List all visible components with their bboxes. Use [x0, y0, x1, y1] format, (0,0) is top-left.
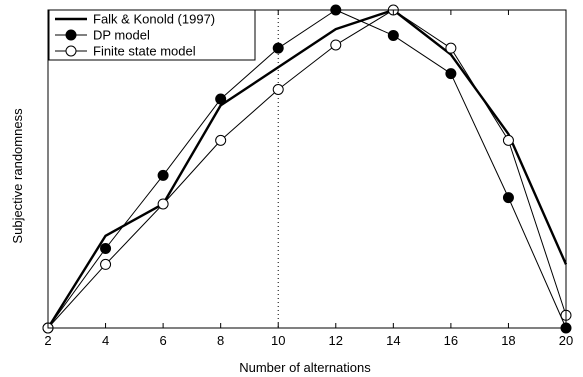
data-point	[100, 243, 112, 254]
legend-label: Falk & Konold (1997)	[93, 12, 215, 27]
x-tick-label: 10	[271, 333, 285, 348]
x-axis-label: Number of alternations	[239, 360, 371, 375]
x-tick-label: 8	[217, 333, 224, 348]
data-point	[502, 192, 514, 204]
data-point	[157, 198, 169, 210]
series-line-1	[47, 9, 567, 329]
data-point	[445, 42, 457, 54]
data-point	[445, 68, 457, 80]
x-tick-label: 6	[159, 333, 166, 348]
x-tick-label: 20	[559, 333, 573, 348]
legend-label: Finite state model	[93, 44, 196, 59]
x-tick-label: 14	[386, 333, 400, 348]
x-tick-label: 12	[329, 333, 343, 348]
legend-label: DP model	[93, 28, 150, 43]
data-point	[502, 134, 514, 146]
data-point	[272, 42, 284, 54]
data-point	[387, 29, 399, 41]
data-point	[215, 93, 227, 105]
plot-frame	[47, 9, 567, 329]
x-tick-label: 16	[444, 333, 458, 348]
x-tick-label: 18	[501, 333, 515, 348]
data-point	[100, 258, 112, 270]
x-tick-label: 4	[102, 333, 109, 348]
data-point	[215, 134, 227, 146]
data-point	[330, 39, 342, 51]
data-point	[272, 84, 284, 95]
y-axis-label: Subjective randomness	[10, 108, 25, 244]
series-line-2	[47, 9, 567, 329]
data-point	[157, 169, 169, 181]
legend-marker-2	[65, 45, 77, 57]
x-tick-label: 2	[44, 333, 51, 348]
axes: 2 4 6 8 10 12 14 16 18 20	[44, 9, 573, 348]
legend-marker-1	[65, 29, 77, 41]
